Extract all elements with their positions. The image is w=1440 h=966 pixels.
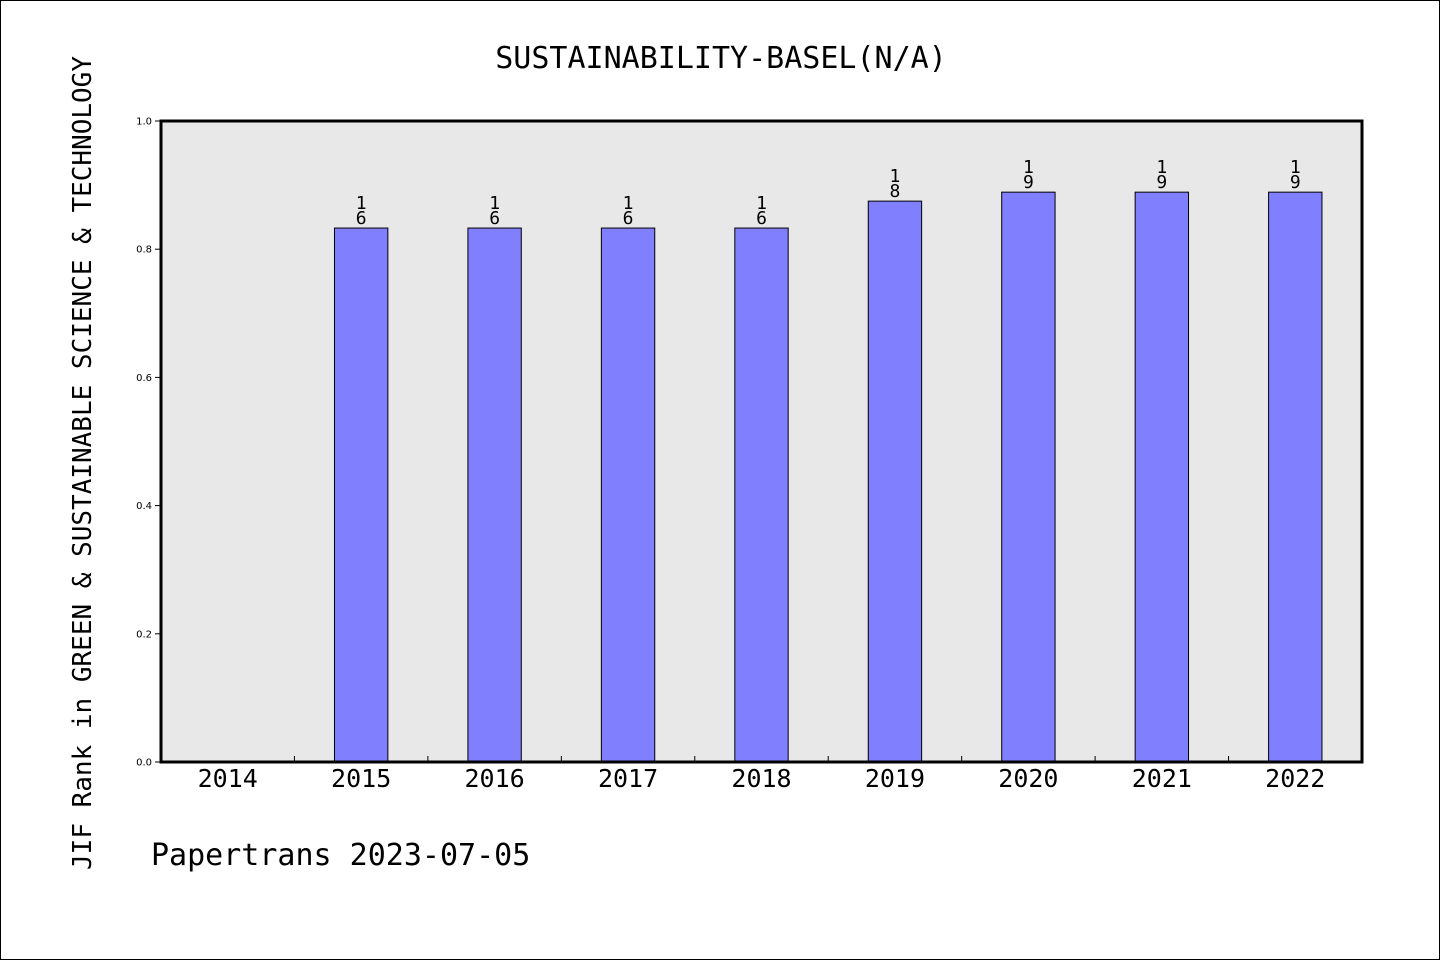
x-tick-label: 2022 [1265,764,1325,793]
bar-value-label: 9 [1156,172,1167,193]
y-tick-label: 0.0 [136,758,152,769]
bar-value-label: 9 [1290,172,1301,193]
y-axis: 0.0 0.2 0.4 0.6 0.8 1.0 [136,117,161,769]
x-tick-label: 2019 [865,764,925,793]
bar-2022 [1268,191,1323,763]
x-tick-label: 2015 [331,764,391,793]
bar-value-label: 1 [890,166,901,187]
chart-title: SUSTAINABILITY-BASEL(N/A) [495,41,947,76]
bar-2020 [1001,191,1056,763]
y-tick-label: 0.6 [136,373,152,384]
bar-2019 [867,200,923,763]
bar-value-label: 1 [1023,157,1034,178]
x-tick-label: 2021 [1132,764,1192,793]
y-tick-label: 0.4 [136,501,152,512]
x-tick-label: 2017 [598,764,658,793]
bar-value-label: 1 [756,193,767,214]
bar-value-label: 8 [890,181,901,202]
x-tick-label: 2018 [731,764,791,793]
y-tick-label: 0.8 [136,245,152,256]
bar-value-label: 1 [356,193,367,214]
bar-value-label: 6 [356,208,367,229]
bar-value-label: 1 [1290,157,1301,178]
bar-value-label: 1 [623,193,634,214]
x-tick-label: 2014 [198,764,258,793]
bar-2016 [467,227,522,763]
bar-value-label: 6 [756,208,767,229]
bars [333,191,1323,763]
bar-2021 [1134,191,1190,763]
bar-value-label: 6 [623,208,634,229]
x-tick-label: 2020 [998,764,1058,793]
y-axis-title: JIF Rank in GREEN & SUSTAINABLE SCIENCE … [68,56,98,870]
x-axis: 2014 2015 2016 2017 2018 2019 2020 2021 2022 [198,756,1325,793]
x-tick-label: 2016 [465,764,525,793]
y-tick-label: 0.2 [136,629,152,640]
bar-value-label: 1 [1156,157,1167,178]
y-tick-label: 1.0 [136,117,152,128]
plot-border [159,119,1364,764]
bar-value-label: 6 [489,208,500,229]
bar-2015 [333,227,389,763]
bar-value-label: 9 [1023,172,1034,193]
bar-2018 [734,227,789,763]
bar-2017 [600,227,656,763]
footer-credit: Papertrans 2023-07-05 [151,838,530,873]
bar-value-label: 1 [489,193,500,214]
